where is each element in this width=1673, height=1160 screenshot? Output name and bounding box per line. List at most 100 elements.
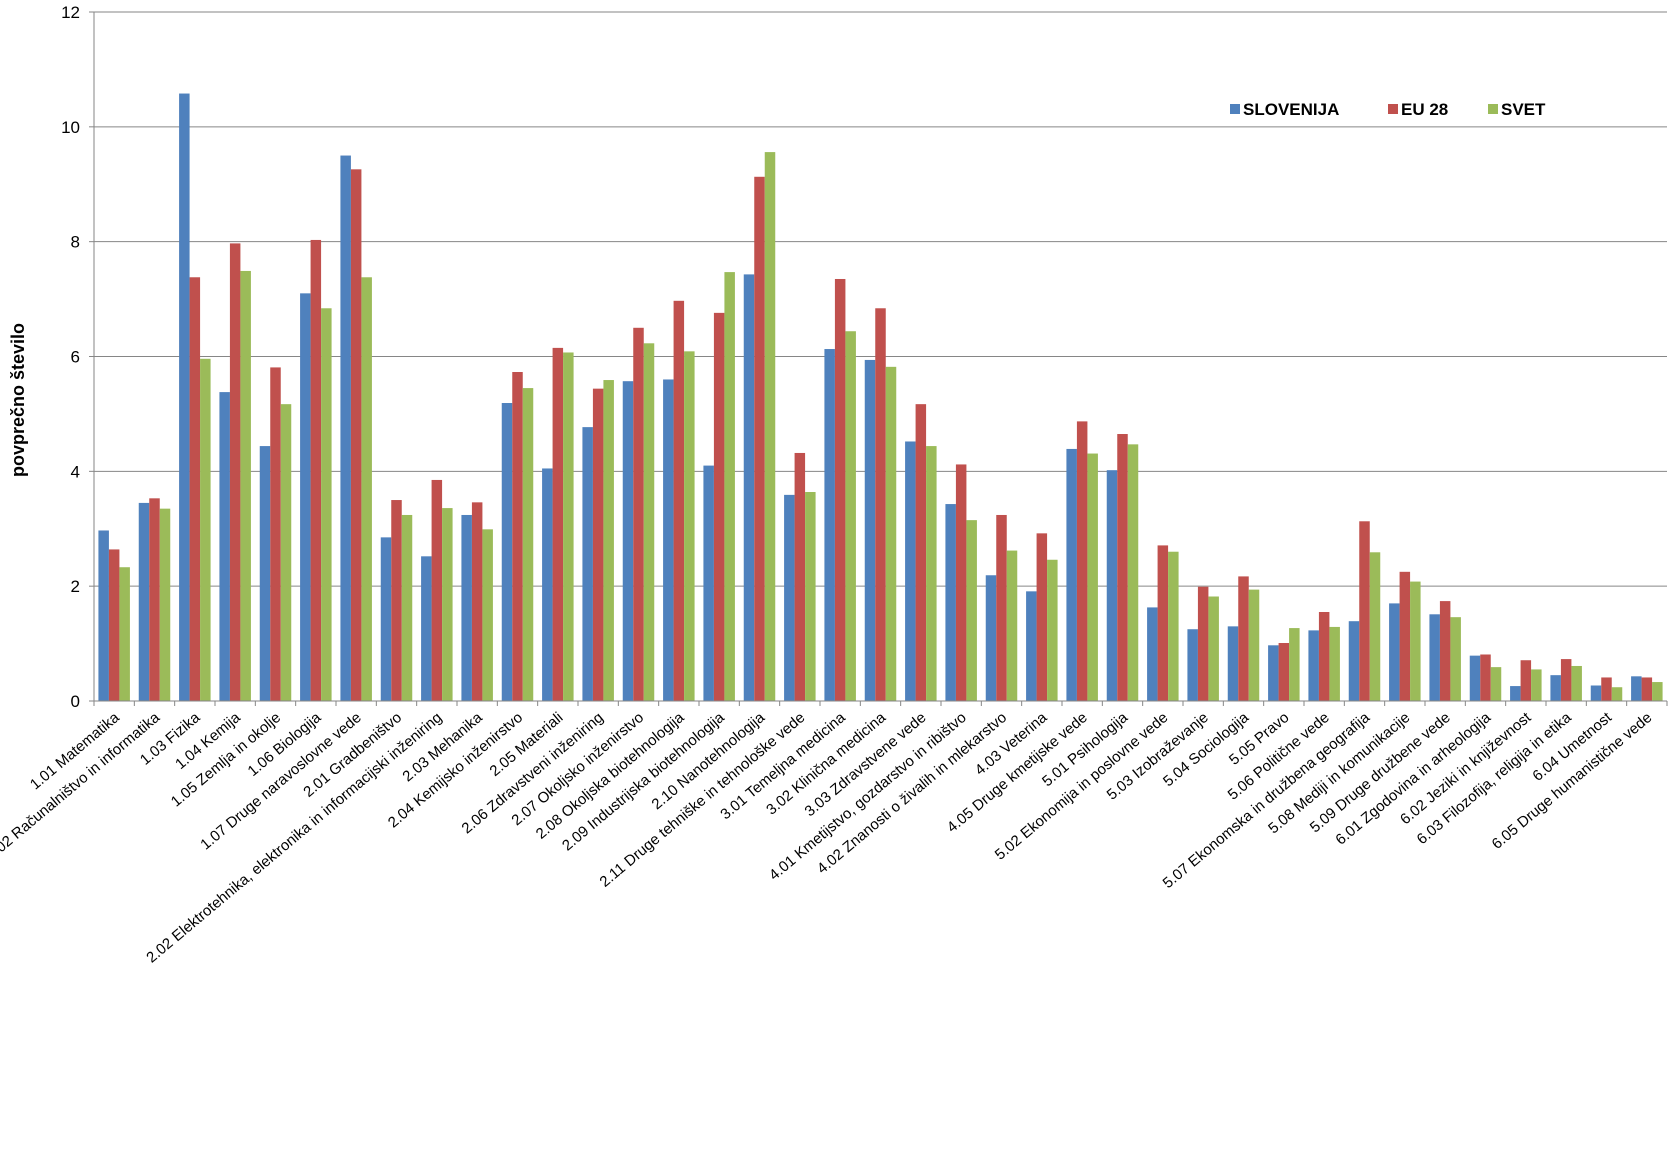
bar-svet: [1490, 667, 1502, 701]
legend-swatch: [1388, 104, 1398, 114]
bar-eu-28: [512, 372, 523, 701]
bar-svet: [1450, 617, 1461, 701]
bar-svet: [1652, 682, 1663, 701]
y-tick-label: 10: [61, 118, 80, 137]
bar-svet: [159, 508, 171, 701]
bar-svet: [200, 358, 211, 701]
bar-eu-28: [1318, 612, 1330, 701]
bar-svet: [724, 272, 735, 701]
bar-eu-28: [1560, 659, 1572, 701]
bar-svet: [1369, 552, 1381, 701]
bar-eu-28: [189, 277, 201, 701]
bar-svet: [240, 270, 251, 701]
bar-slovenija: [1147, 607, 1158, 701]
bar-svet: [1289, 628, 1300, 701]
bar-eu-28: [149, 498, 160, 701]
bar-eu-28: [955, 464, 967, 701]
bar-eu-28: [108, 549, 120, 701]
legend-swatch: [1488, 104, 1498, 114]
bar-eu-28: [471, 502, 483, 701]
bar-slovenija: [138, 502, 150, 701]
bar-slovenija: [179, 93, 190, 701]
legend-label: SLOVENIJA: [1243, 100, 1339, 119]
bars: [98, 93, 1663, 702]
bar-svet: [603, 380, 614, 701]
bar-svet: [361, 277, 372, 701]
bar-slovenija: [461, 514, 472, 701]
category-label: 1.02 Računalništvo in informatika: [0, 709, 164, 864]
bar-slovenija: [1308, 630, 1319, 701]
y-tick-labels: 0 2 4 6 8 10 12: [61, 3, 80, 711]
axes: [89, 11, 1668, 706]
bar-slovenija: [1469, 655, 1481, 701]
bar-slovenija: [380, 537, 392, 701]
bar-svet: [1248, 589, 1260, 701]
bar-eu-28: [229, 243, 241, 701]
bar-slovenija: [1268, 645, 1279, 701]
bar-svet: [845, 331, 856, 701]
bar-svet: [1571, 665, 1582, 701]
bar-slovenija: [582, 427, 593, 701]
bar-slovenija: [501, 403, 513, 701]
bar-eu-28: [673, 300, 685, 701]
bar-eu-28: [1157, 545, 1169, 701]
bar-eu-28: [915, 404, 927, 701]
bar-svet: [1047, 559, 1058, 701]
bar-slovenija: [421, 556, 432, 701]
bar-eu-28: [1359, 521, 1370, 701]
bar-slovenija: [1066, 448, 1077, 701]
bar-slovenija: [1510, 686, 1521, 701]
bar-slovenija: [622, 381, 634, 701]
bar-slovenija: [1348, 621, 1360, 701]
bar-svet: [1611, 687, 1623, 701]
bar-svet: [522, 388, 534, 701]
y-tick-label: 6: [71, 348, 80, 367]
bar-slovenija: [1187, 629, 1198, 701]
bar-slovenija: [1429, 614, 1440, 701]
bar-eu-28: [996, 514, 1007, 701]
legend-label: SVET: [1501, 100, 1546, 119]
bar-slovenija: [259, 446, 271, 701]
y-tick-label: 8: [71, 233, 80, 252]
y-tick-label: 2: [71, 577, 80, 596]
bar-slovenija: [743, 274, 755, 701]
bar-svet: [280, 404, 292, 701]
bar-slovenija: [1550, 675, 1561, 701]
bar-slovenija: [985, 575, 997, 701]
bar-slovenija: [663, 379, 674, 701]
bar-eu-28: [633, 327, 644, 701]
bar-slovenija: [1106, 470, 1118, 701]
bar-slovenija: [864, 359, 876, 701]
bar-eu-28: [1278, 643, 1290, 701]
bar-eu-28: [270, 367, 281, 701]
y-tick-label: 12: [61, 3, 80, 22]
bar-eu-28: [350, 169, 362, 702]
bar-eu-28: [1399, 571, 1411, 701]
legend-swatch: [1230, 104, 1240, 114]
bar-svet: [1006, 550, 1018, 701]
bar-slovenija: [703, 465, 714, 701]
bar-svet: [321, 308, 332, 701]
bar-svet: [885, 366, 897, 701]
bar-svet: [684, 351, 695, 701]
bar-eu-28: [592, 388, 604, 701]
bar-svet: [1127, 444, 1139, 701]
y-tick-label: 0: [71, 692, 80, 711]
bar-svet: [1208, 596, 1219, 701]
y-tick-label: 4: [71, 462, 80, 481]
bar-svet: [482, 529, 493, 701]
bar-svet: [926, 446, 937, 701]
bar-svet: [966, 520, 977, 701]
bar-svet: [1087, 453, 1098, 701]
legend: SLOVENIJA EU 28 SVET: [1230, 100, 1546, 119]
bar-eu-28: [552, 347, 564, 701]
bar-eu-28: [834, 278, 846, 701]
bar-svet: [1168, 551, 1179, 701]
bar-eu-28: [1439, 601, 1451, 701]
bar-slovenija: [784, 494, 795, 701]
bar-slovenija: [542, 468, 553, 701]
bar-svet: [764, 152, 776, 701]
bar-slovenija: [905, 441, 916, 701]
bar-slovenija: [300, 293, 311, 701]
